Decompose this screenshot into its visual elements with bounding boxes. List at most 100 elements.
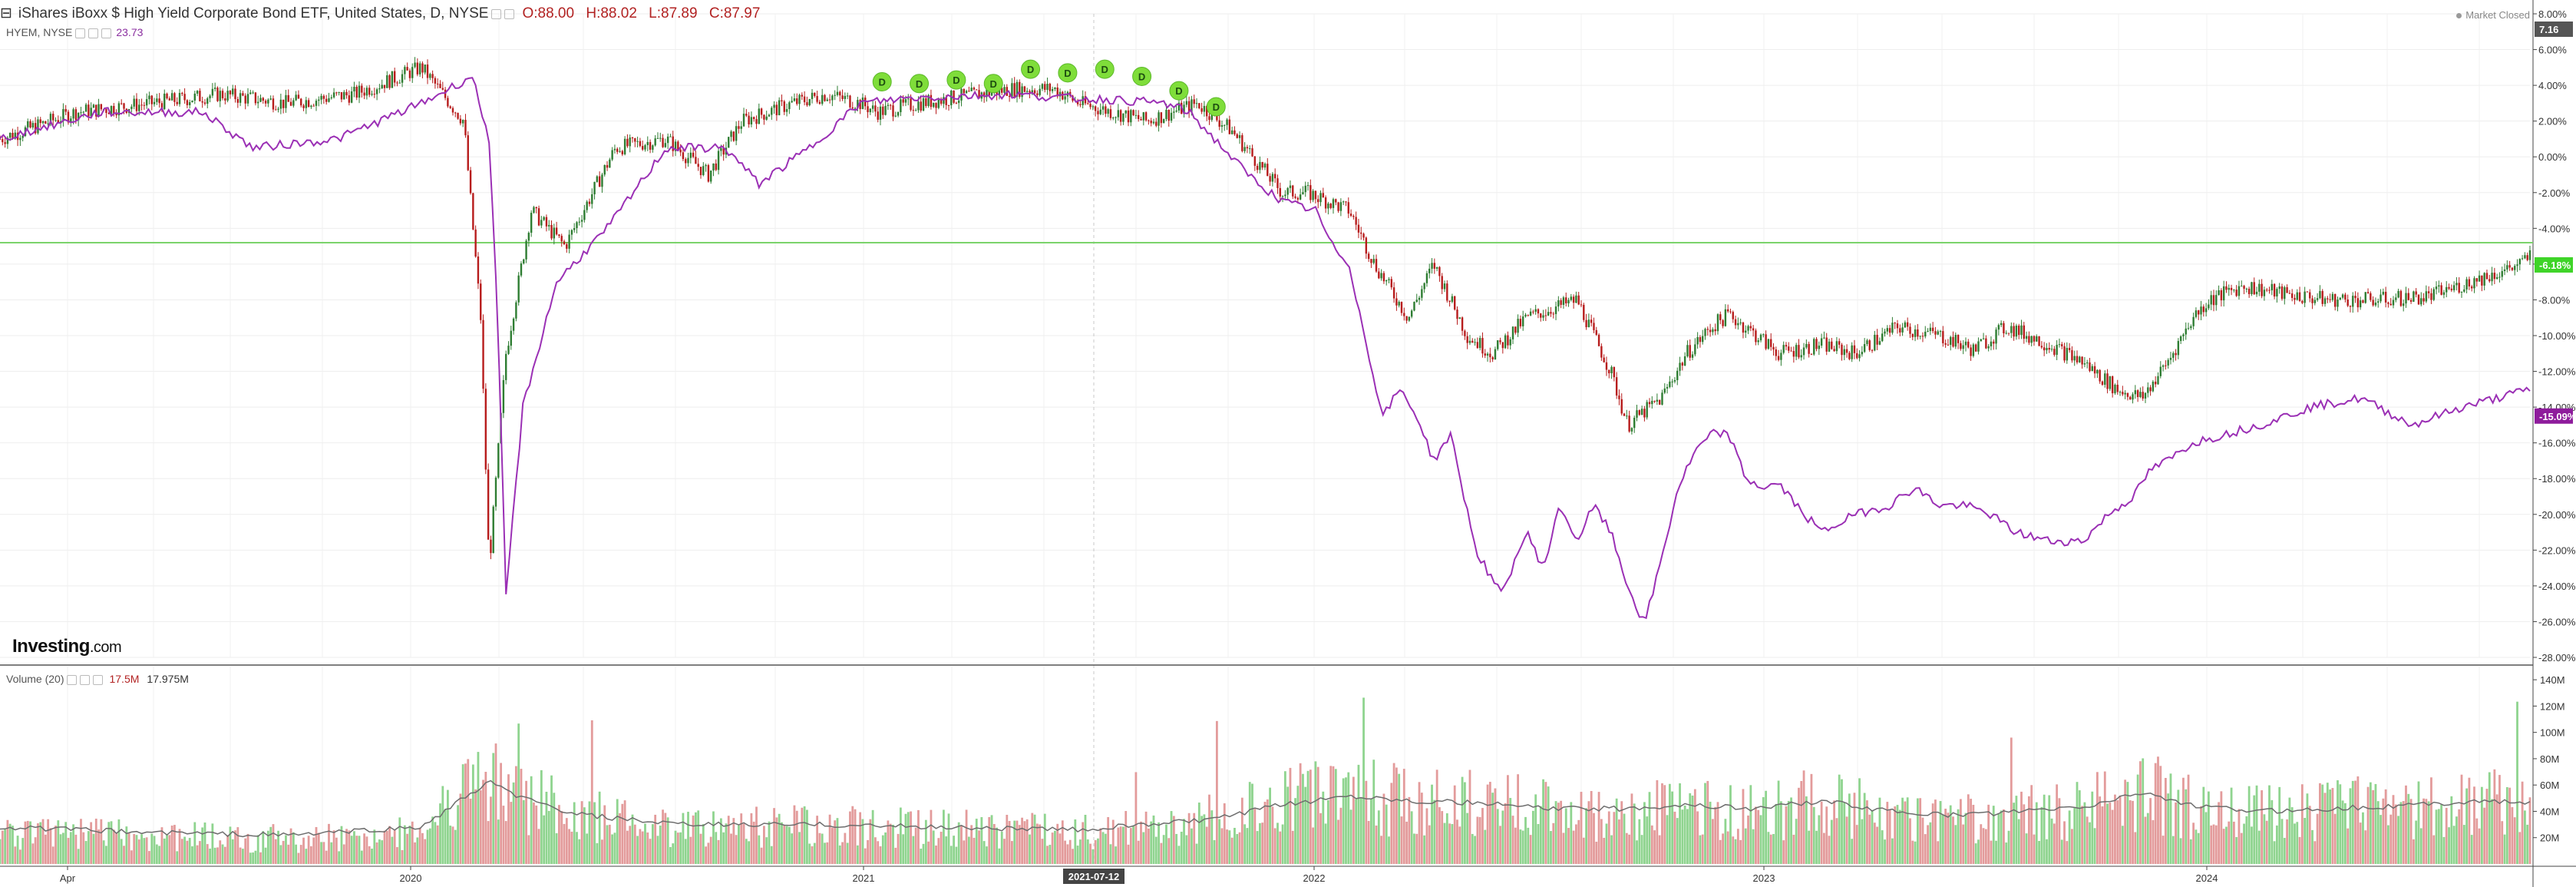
close-icon[interactable] [93, 674, 104, 685]
volume-bar [484, 772, 487, 864]
close-icon[interactable] [504, 9, 515, 19]
volume-bar [1554, 801, 1557, 864]
volume-bar [955, 846, 958, 864]
candle-body [2425, 291, 2428, 302]
candle-body [1974, 344, 1977, 352]
volume-bar [1790, 797, 1792, 864]
candle-body [145, 99, 148, 106]
volume-bar [583, 807, 586, 864]
volume-bar [1696, 811, 1699, 864]
volume-bar [196, 845, 199, 864]
volume-bar [530, 776, 533, 864]
volume-bar [305, 849, 308, 864]
eye-icon[interactable] [67, 674, 78, 685]
volume-bar [206, 844, 209, 864]
volume-bar [1474, 836, 1476, 864]
volume-bar [299, 845, 302, 864]
candle-body [2352, 296, 2354, 307]
volume-bar [1193, 813, 1196, 864]
volume-bar [82, 832, 85, 864]
volume-bar [492, 753, 495, 864]
volume-bar [87, 831, 90, 864]
settings-icon[interactable] [88, 28, 99, 38]
volume-bar [1719, 839, 1722, 864]
candle-body [1309, 185, 1312, 200]
candle-body [67, 111, 70, 123]
volume-bar [672, 843, 675, 864]
candle-body [1501, 342, 1504, 349]
volume-bar [2179, 838, 2182, 864]
time-tick-label: 2021 [853, 872, 875, 884]
volume-bar [1736, 829, 1739, 864]
volume-bar [2152, 819, 2155, 864]
candle-body [2296, 292, 2298, 300]
candle-body [1937, 331, 1939, 335]
candle-body [2309, 292, 2311, 299]
volume-bar [2437, 809, 2440, 864]
collapse-icon[interactable]: ⊟ [0, 5, 12, 22]
volume-bar [1650, 825, 1653, 864]
volume-bar [2103, 771, 2106, 864]
settings-icon[interactable] [491, 9, 502, 19]
volume-bar [1636, 840, 1638, 864]
volume-bar [1805, 796, 1808, 864]
volume-bar [1423, 835, 1426, 864]
volume-bar [1484, 829, 1487, 864]
candle-body [2139, 392, 2142, 398]
volume-bar [358, 836, 361, 864]
volume-bar [904, 813, 907, 864]
volume-bar [1744, 828, 1747, 864]
candle-body [37, 119, 39, 134]
candle-body [117, 103, 121, 116]
candle-body [583, 210, 586, 220]
candle-body [836, 91, 839, 95]
volume-bar [2488, 772, 2491, 864]
volume-bar [2369, 782, 2372, 864]
candle-body [110, 105, 113, 114]
volume-bar [57, 820, 60, 864]
volume-bar [1615, 798, 1618, 864]
volume-bar [1980, 824, 1983, 864]
candle-body [1575, 295, 1577, 303]
volume-bar [1312, 827, 1315, 864]
candle-body [1385, 280, 1388, 282]
candle-body [1251, 148, 1253, 157]
volume-bar [2222, 829, 2225, 864]
volume-bar [1451, 824, 1454, 864]
candle-body [1585, 319, 1587, 328]
volume-bar [2076, 782, 2079, 864]
candle-body [338, 91, 340, 94]
candle-body [2096, 369, 2099, 374]
candle-body [1669, 381, 1671, 387]
settings-icon[interactable] [80, 674, 91, 685]
candle-body [537, 208, 540, 226]
volume-bar [1200, 816, 1203, 864]
eye-icon[interactable] [75, 28, 86, 38]
candle-body [451, 108, 454, 113]
percent-badge-green-text: -6.18% [2539, 260, 2571, 271]
volume-bar [1952, 816, 1954, 864]
candlestick-series [0, 57, 2531, 560]
candle-body [163, 93, 166, 110]
volume-bar [6, 819, 9, 864]
volume-bar [1693, 789, 1696, 864]
candle-body [502, 379, 505, 413]
candle-body [2481, 275, 2483, 286]
volume-bar [110, 821, 113, 864]
candle-body [312, 105, 315, 107]
volume-bar [1957, 809, 1960, 864]
candle-body [953, 90, 955, 103]
volume-bar [1595, 842, 1598, 864]
volume-bar [1610, 835, 1613, 864]
volume-bar [565, 818, 568, 864]
volume-bar [302, 837, 305, 864]
candle-body [2427, 291, 2430, 293]
volume-bar [193, 822, 197, 864]
candle-body [2079, 356, 2081, 362]
volume-bar [1162, 835, 1165, 864]
volume-bar [742, 823, 745, 864]
candle-body [738, 126, 740, 129]
close-icon[interactable] [101, 28, 112, 38]
